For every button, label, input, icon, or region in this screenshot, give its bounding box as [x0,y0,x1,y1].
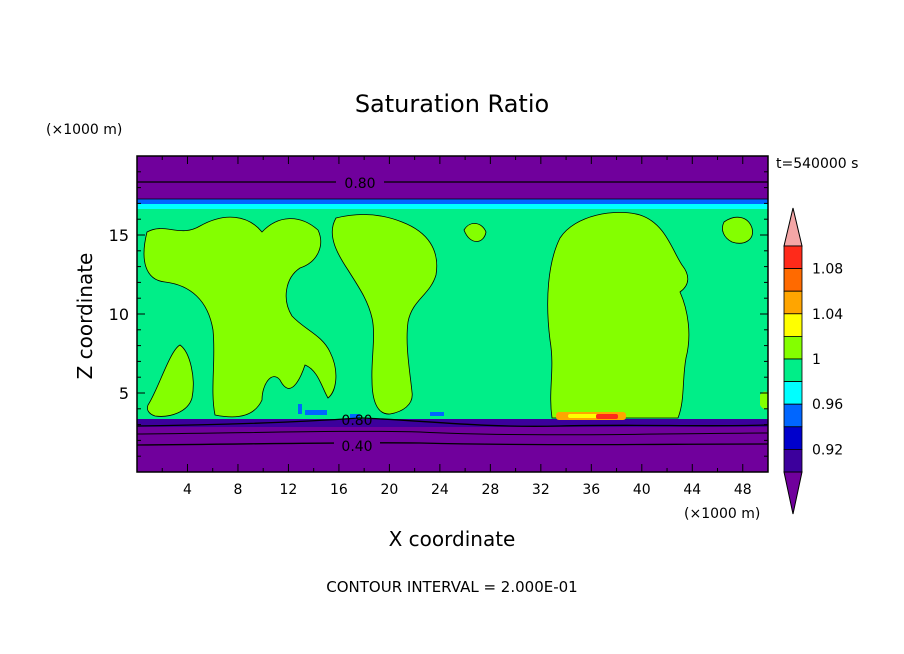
colorbar-bin [783,245,803,270]
colorbar: 1.08 1.04 1 0.96 0.92 [783,207,843,515]
chart-title: Saturation Ratio [355,90,549,118]
colorbar-bin [783,290,803,315]
y-tick-label: 10 [109,305,129,324]
contour-label-3: 0.40 [341,439,372,455]
y-axis-label: Z coordinate [73,253,97,380]
contour-label-2: 0.80 [341,413,372,429]
contour-interval-footer: CONTOUR INTERVAL = 2.000E-01 [326,578,577,596]
plume-tiny [463,223,487,242]
x-axis: 4 8 12 16 20 24 28 32 36 40 44 48 [136,156,769,498]
x-tick-label: 16 [330,482,348,498]
colorbar-label: 0.96 [812,397,843,413]
contour-label-1: 0.80 [344,176,375,192]
x-tick-label: 24 [431,482,449,498]
x-tick-label: 28 [481,482,499,498]
contour-label-bg-3 [334,437,380,453]
y-axis: 5 10 15 [109,171,768,457]
colorbar-label: 1 [812,352,821,368]
x-tick-label: 48 [734,482,752,498]
plume-left [143,216,337,418]
colorbar-bin [783,335,803,360]
colorbar-bin [783,268,803,292]
x-tick-label: 20 [380,482,398,498]
y-tick-label: 5 [119,384,129,403]
x-tick-label: 32 [532,482,550,498]
upper-dry-band [137,181,768,204]
colorbar-bin [783,403,803,428]
colorbar-label: 0.92 [812,442,843,458]
time-label: t=540000 s [776,156,858,172]
edge-patch [760,391,768,410]
x-tick-label: 40 [633,482,651,498]
colorbar-top-arrow [783,207,803,247]
colorbar-bin [783,426,803,450]
y-tick-label: 15 [109,226,129,245]
contour-lower-mid [137,430,768,436]
x-tick-label: 36 [582,482,600,498]
colorbar-label: 1.08 [812,262,843,278]
contour-lower-040 [137,442,768,446]
contour-lower-080 [137,417,768,427]
colorbar-bin [783,381,803,405]
x-tick-label: 8 [233,482,242,498]
yellow-patch [568,414,598,418]
plume-center [331,214,438,415]
plume-small [722,216,753,244]
plume-lower-left [147,344,194,417]
z-unit-label: (×1000 m) [46,122,122,138]
upper-cyan-band [137,204,768,210]
colorbar-bin [783,448,803,473]
x-axis-label: X coordinate [389,527,516,551]
hot-patch [596,414,618,419]
x-tick-label: 4 [183,482,192,498]
plume-right [547,212,690,419]
colorbar-bin [783,358,803,383]
x-unit-label: (×1000 m) [684,506,760,522]
x-tick-label: 44 [683,482,701,498]
colorbar-bin [783,313,803,337]
saturation-field [137,156,768,472]
colorbar-bottom-arrow [783,471,803,515]
colorbar-label: 1.04 [812,307,843,323]
x-tick-label: 12 [280,482,298,498]
contour-label-bg-1 [336,172,384,190]
